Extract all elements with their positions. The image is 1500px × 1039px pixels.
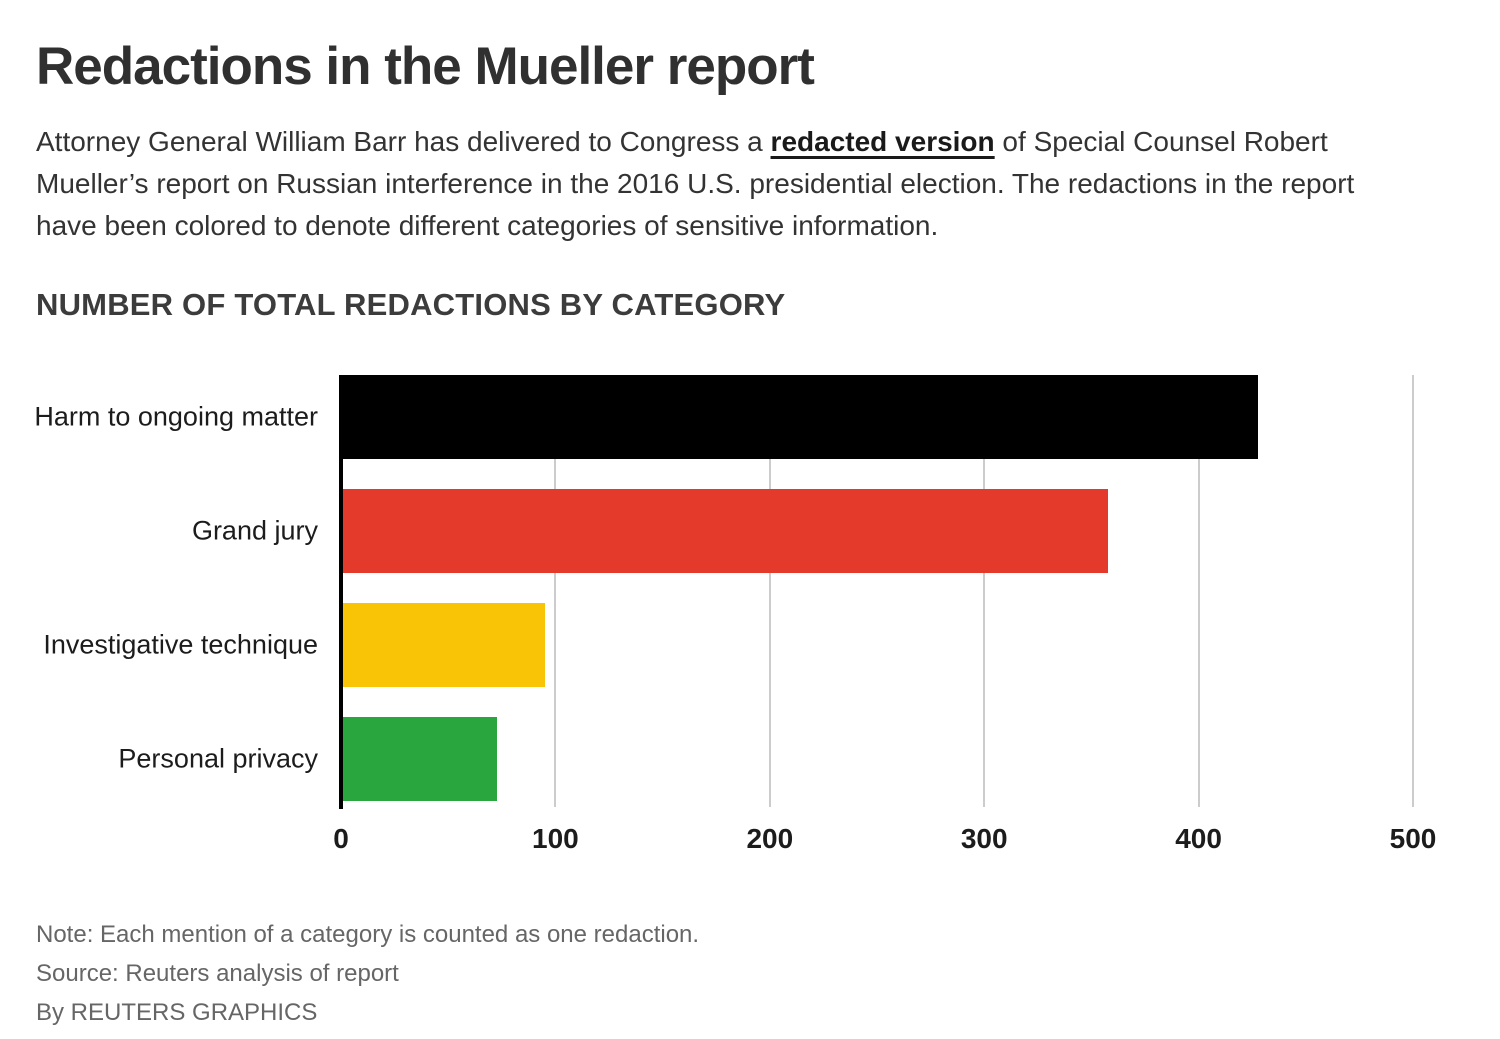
category-label-1: Grand jury [191, 515, 318, 546]
y-axis-line [339, 375, 343, 809]
bar-investigative-technique [343, 603, 545, 687]
bar-personal-privacy [343, 717, 498, 801]
gridline-200 [768, 375, 771, 807]
gridline-300 [983, 375, 986, 807]
category-label-0: Harm to ongoing matter [34, 401, 318, 432]
intro-text-before: Attorney General William Barr has delive… [36, 126, 771, 157]
gridline-100 [554, 375, 557, 807]
gridline-400 [1197, 375, 1200, 807]
category-label-3: Personal privacy [118, 743, 318, 774]
bar-harm-to-ongoing-matter [343, 375, 1259, 459]
page-title: Redactions in the Mueller report [36, 37, 815, 96]
x-axis: 0 100 200 300 400 500 [333, 823, 1465, 863]
chart-title: NUMBER OF TOTAL REDACTIONS BY CATEGORY [36, 287, 786, 322]
redacted-version-link[interactable]: redacted version [770, 126, 995, 157]
intro-text-after: of Special Counsel Robert Mueller’s repo… [36, 126, 1355, 241]
footer-note: Note: Each mention of a category is coun… [36, 921, 700, 948]
gridline-500 [1412, 375, 1414, 807]
bar-grand-jury [343, 489, 1109, 573]
x-tick-label-100: 100 [532, 823, 579, 854]
plot-area: Harm to ongoing matter Grand jury Investig… [34, 375, 1465, 809]
intro-paragraph: Attorney General William Barr has delive… [36, 121, 1421, 247]
x-tick-label-300: 300 [960, 823, 1008, 854]
x-tick-label-400: 400 [1175, 823, 1222, 854]
bar-chart: Harm to ongoing matter Grand jury Investig… [34, 375, 1465, 875]
category-label-2: Investigative technique [43, 629, 318, 660]
footer: Note: Each mention of a category is coun… [36, 915, 1460, 1032]
x-tick-label-200: 200 [746, 823, 794, 854]
x-tick-label-0: 0 [333, 823, 349, 854]
footer-byline: By REUTERS GRAPHICS [36, 999, 318, 1026]
x-tick-label-500: 500 [1389, 823, 1437, 854]
footer-source: Source: Reuters analysis of report [36, 960, 399, 987]
